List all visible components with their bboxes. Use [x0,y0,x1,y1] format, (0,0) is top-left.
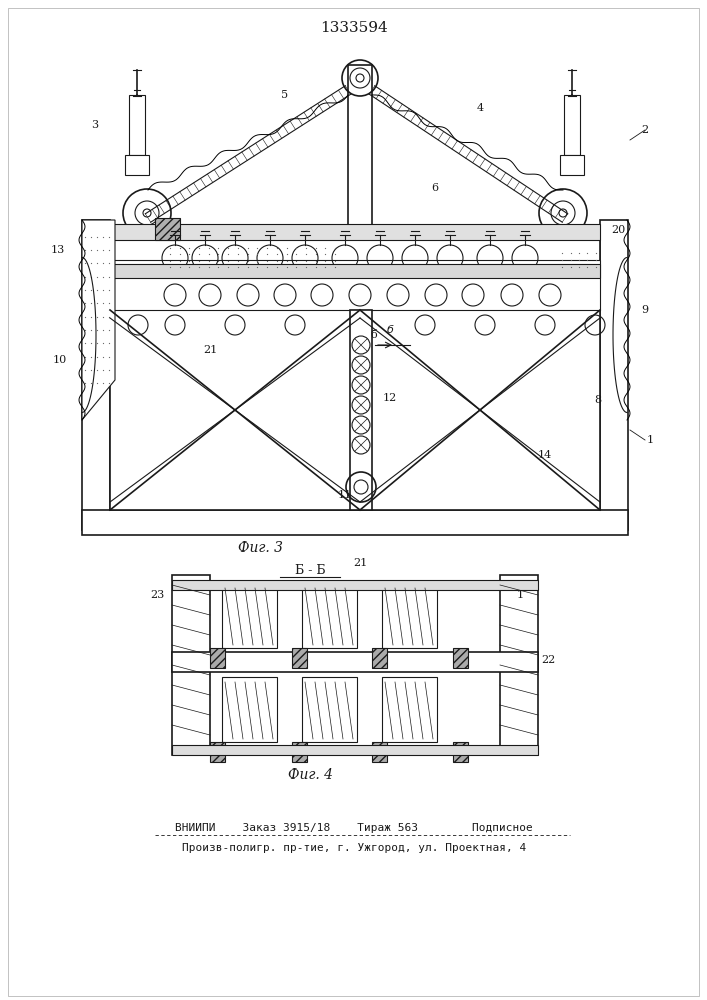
Bar [560,155,584,175]
Bar [110,240,600,510]
Bar [500,575,538,755]
Circle shape [352,376,370,394]
Bar [172,580,538,590]
Text: 21: 21 [353,558,367,568]
Circle shape [352,356,370,374]
Text: 22: 22 [541,655,555,665]
Bar [210,742,225,762]
Bar [302,677,357,742]
Bar [110,264,600,278]
Bar [382,583,437,648]
Bar [564,95,580,155]
Bar [348,65,372,230]
Bar [110,260,600,310]
Text: 11: 11 [338,490,352,500]
Text: 4: 4 [477,103,484,113]
Bar [453,742,468,762]
Text: 23: 23 [150,590,164,600]
Bar [110,224,600,240]
Bar [350,310,372,510]
Bar [210,648,225,668]
Bar [453,648,468,668]
Text: б: б [387,325,393,335]
Text: Б - Б: Б - Б [295,564,325,576]
Text: 5: 5 [281,90,288,100]
Bar [372,648,387,668]
Circle shape [352,336,370,354]
Bar [222,677,277,742]
Text: Фиг. 4: Фиг. 4 [288,768,332,782]
Bar [82,220,110,530]
Circle shape [352,396,370,414]
Polygon shape [82,220,115,420]
Circle shape [352,436,370,454]
Text: 1333594: 1333594 [320,21,388,35]
Bar [125,155,149,175]
Bar [82,510,628,535]
Bar [372,742,387,762]
Bar [292,742,307,762]
Text: 1: 1 [646,435,653,445]
Bar [172,652,538,672]
Circle shape [352,416,370,434]
Text: 3: 3 [91,120,98,130]
Bar [172,745,538,755]
Bar [129,95,145,155]
Bar [292,648,307,668]
Bar [302,583,357,648]
Bar [172,575,210,755]
Text: б: б [370,330,378,340]
Text: 21: 21 [203,345,217,355]
Text: 14: 14 [538,450,552,460]
Text: ВНИИПИ    Заказ 3915/18    Тираж 563        Подписное: ВНИИПИ Заказ 3915/18 Тираж 563 Подписное [175,823,533,833]
Text: 2: 2 [641,125,648,135]
Text: 13: 13 [51,245,65,255]
Text: 6: 6 [431,183,438,193]
Text: Фиг. 3: Фиг. 3 [238,541,283,555]
Text: 9: 9 [641,305,648,315]
Text: 1: 1 [516,590,524,600]
Bar [222,583,277,648]
Text: 8: 8 [595,395,602,405]
Text: Произв-полигр. пр-тие, г. Ужгород, ул. Проектная, 4: Произв-полигр. пр-тие, г. Ужгород, ул. П… [182,843,526,853]
Bar [382,677,437,742]
Text: 20: 20 [611,225,625,235]
Text: 10: 10 [53,355,67,365]
Text: 12: 12 [383,393,397,403]
Bar [600,220,628,530]
Bar [155,218,180,240]
